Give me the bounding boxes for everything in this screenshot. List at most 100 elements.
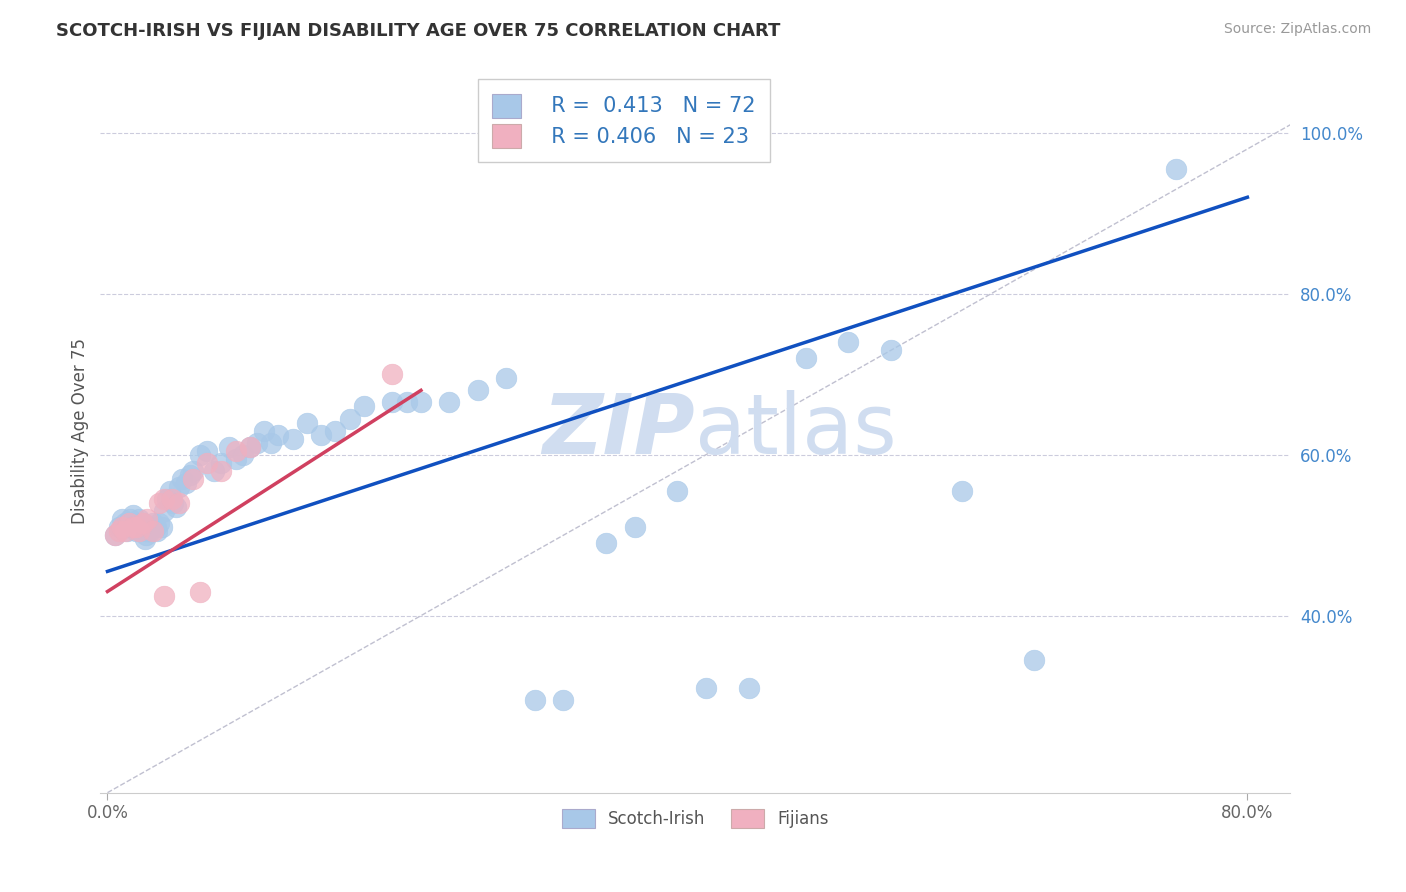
Point [150,520,173,534]
Point [495,371,517,385]
Point [156,491,179,506]
Point [131,520,153,534]
Point [135,528,157,542]
Point [145,520,167,534]
Point [381,368,404,382]
Point [837,334,859,349]
Point [104,528,127,542]
Point [181,464,204,478]
Point [395,395,418,409]
Y-axis label: Disability Age Over 75: Disability Age Over 75 [72,337,89,524]
Point [553,693,575,707]
Point [232,448,254,462]
Point [170,472,193,486]
Point [281,432,304,446]
Point [111,512,134,526]
Point [267,427,290,442]
Point [114,516,136,530]
Point [339,411,361,425]
Point [295,416,318,430]
Point [325,424,347,438]
Point [153,504,176,518]
Point [128,524,150,538]
Point [167,480,190,494]
Point [122,508,145,522]
Point [167,496,190,510]
Point [120,512,142,526]
Point [952,483,974,498]
Point [737,681,759,695]
Point [104,528,127,542]
Point [188,448,211,462]
Point [181,472,204,486]
Point [794,351,817,366]
Point [353,400,375,414]
Point [165,500,187,514]
Text: Source: ZipAtlas.com: Source: ZipAtlas.com [1223,22,1371,37]
Point [179,467,201,482]
Point [159,483,181,498]
Point [108,520,131,534]
Point [695,681,717,695]
Legend: Scotch-Irish, Fijians: Scotch-Irish, Fijians [555,803,835,835]
Point [114,524,136,538]
Point [134,532,156,546]
Point [202,464,225,478]
Point [439,395,461,409]
Text: atlas: atlas [695,390,897,471]
Point [127,516,149,530]
Point [142,524,165,538]
Point [595,536,617,550]
Point [128,512,150,526]
Point [523,693,546,707]
Point [148,496,170,510]
Point [132,516,155,530]
Text: SCOTCH-IRISH VS FIJIAN DISABILITY AGE OVER 75 CORRELATION CHART: SCOTCH-IRISH VS FIJIAN DISABILITY AGE OV… [56,22,780,40]
Point [160,491,183,506]
Point [129,524,152,538]
Point [381,395,404,409]
Point [139,520,162,534]
Point [125,524,148,538]
Point [146,524,169,538]
Point [309,427,332,442]
Point [142,516,165,530]
Text: ZIP: ZIP [543,390,695,471]
Point [239,440,262,454]
Point [111,520,134,534]
Point [195,456,218,470]
Point [211,456,233,470]
Point [225,443,247,458]
Point [246,435,269,450]
Point [153,589,176,603]
Point [253,424,276,438]
Point [132,516,155,530]
Point [188,584,211,599]
Point [225,451,247,466]
Point [467,384,489,398]
Point [260,435,283,450]
Point [148,516,170,530]
Point [125,520,148,534]
Point [409,395,432,409]
Point [239,440,262,454]
Point [108,524,131,538]
Point [880,343,903,358]
Point [118,516,141,530]
Point [623,520,645,534]
Point [136,512,159,526]
Point [1022,653,1045,667]
Point [162,496,184,510]
Point [139,524,162,538]
Point [195,443,218,458]
Point [118,520,141,534]
Point [666,483,689,498]
Point [211,464,233,478]
Point [125,520,148,534]
Point [117,524,139,538]
Point [153,491,176,506]
Point [1166,162,1188,177]
Point [218,440,240,454]
Point [122,520,145,534]
Point [136,524,159,538]
